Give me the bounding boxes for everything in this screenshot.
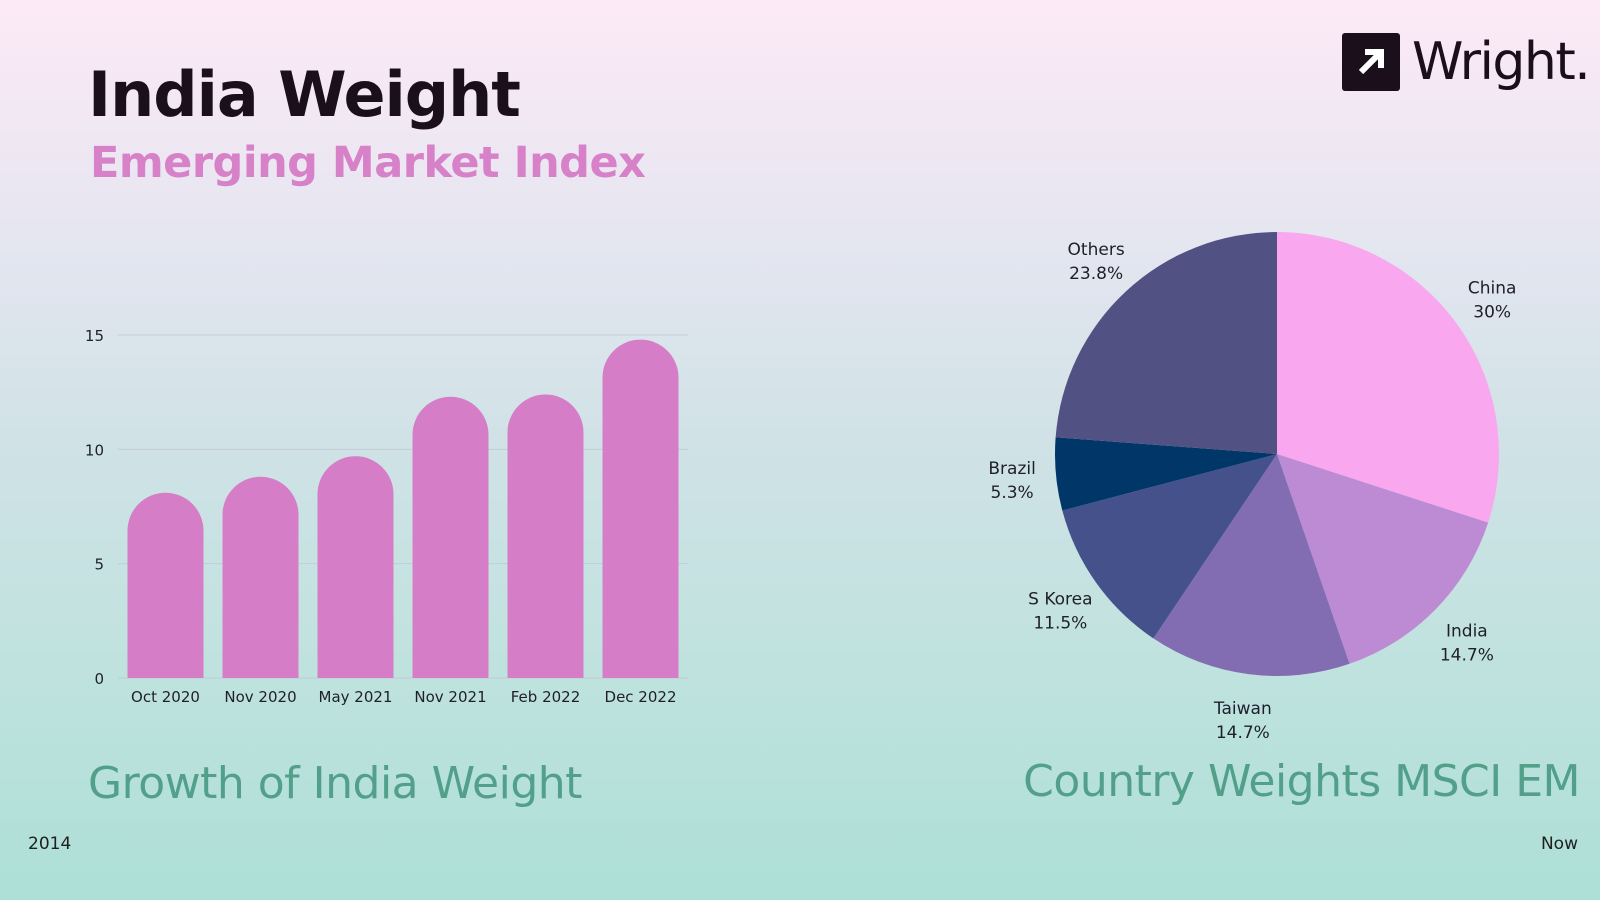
pie-slice-value: 5.3% [991, 483, 1034, 503]
brand-logo: Wright. [1342, 32, 1591, 92]
y-tick-label: 0 [94, 670, 104, 688]
pie-slice [1062, 454, 1277, 639]
pie-slice-value: 14.7% [1216, 723, 1270, 740]
bar [412, 396, 489, 678]
x-tick-label: Dec 2022 [605, 688, 677, 706]
x-tick-label: Nov 2020 [224, 688, 296, 706]
pie-slice-label: China [1468, 279, 1517, 299]
pie-slice-value: 14.7% [1440, 645, 1494, 665]
x-tick-label: Feb 2022 [511, 688, 581, 706]
brand-name: Wright. [1412, 32, 1591, 92]
bar [602, 339, 679, 678]
bar-chart-caption: Growth of India Weight [88, 758, 582, 809]
y-tick-label: 15 [85, 327, 104, 345]
pie-slice [1153, 454, 1350, 676]
x-tick-label: May 2021 [319, 688, 393, 706]
pie-slice [1277, 454, 1489, 664]
x-tick-label: Nov 2021 [414, 688, 486, 706]
x-tick-label: Oct 2020 [131, 688, 200, 706]
pie-chart: China 30% India 14.7% Taiwan 14.7% S Korea 11.5… [988, 232, 1517, 740]
pie-slice-value: 11.5% [1033, 613, 1087, 633]
page-title: India Weight [88, 58, 521, 131]
bar-chart: 0 5 10 15 Oct 2020 Nov 2020 May 2021 Nov 2021 Fe… [85, 327, 688, 706]
footer-start-label: 2014 [28, 834, 72, 854]
pie-slice-label: Taiwan [1213, 699, 1272, 719]
pie-slice [1277, 232, 1499, 523]
bar [127, 492, 204, 678]
pie-slice-value: 30% [1473, 303, 1511, 323]
pie-slice-label: Others [1068, 240, 1125, 260]
pie-chart-caption: Country Weights MSCI EM [1023, 756, 1580, 807]
y-tick-label: 10 [85, 441, 104, 459]
pie-slice [1055, 232, 1277, 454]
bar [222, 476, 299, 678]
pie-slice-label: S Korea [1028, 589, 1092, 609]
bar [317, 456, 394, 678]
pie-slice-label: Brazil [988, 459, 1035, 479]
arrow-up-right-icon [1342, 33, 1400, 91]
pie-slice-value: 23.8% [1069, 264, 1123, 284]
page-subtitle: Emerging Market Index [90, 138, 646, 188]
footer-end-label: Now [1540, 834, 1578, 854]
bar [507, 394, 584, 678]
pie-slice-label: India [1446, 621, 1488, 641]
y-tick-label: 5 [94, 556, 104, 574]
pie-slice [1055, 437, 1277, 511]
